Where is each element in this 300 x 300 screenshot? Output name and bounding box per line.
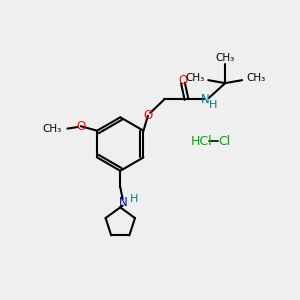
Text: O: O — [143, 109, 152, 122]
Text: HCl: HCl — [191, 135, 213, 148]
Text: N: N — [201, 93, 210, 106]
Text: N: N — [119, 196, 128, 208]
Text: Cl: Cl — [218, 135, 230, 148]
Text: CH₃: CH₃ — [185, 73, 204, 83]
Text: O: O — [178, 74, 188, 87]
Text: CH₃: CH₃ — [246, 73, 265, 83]
Text: H: H — [130, 194, 138, 204]
Text: H: H — [209, 100, 218, 110]
Text: CH₃: CH₃ — [42, 124, 62, 134]
Text: O: O — [76, 120, 86, 133]
Text: CH₃: CH₃ — [216, 53, 235, 64]
